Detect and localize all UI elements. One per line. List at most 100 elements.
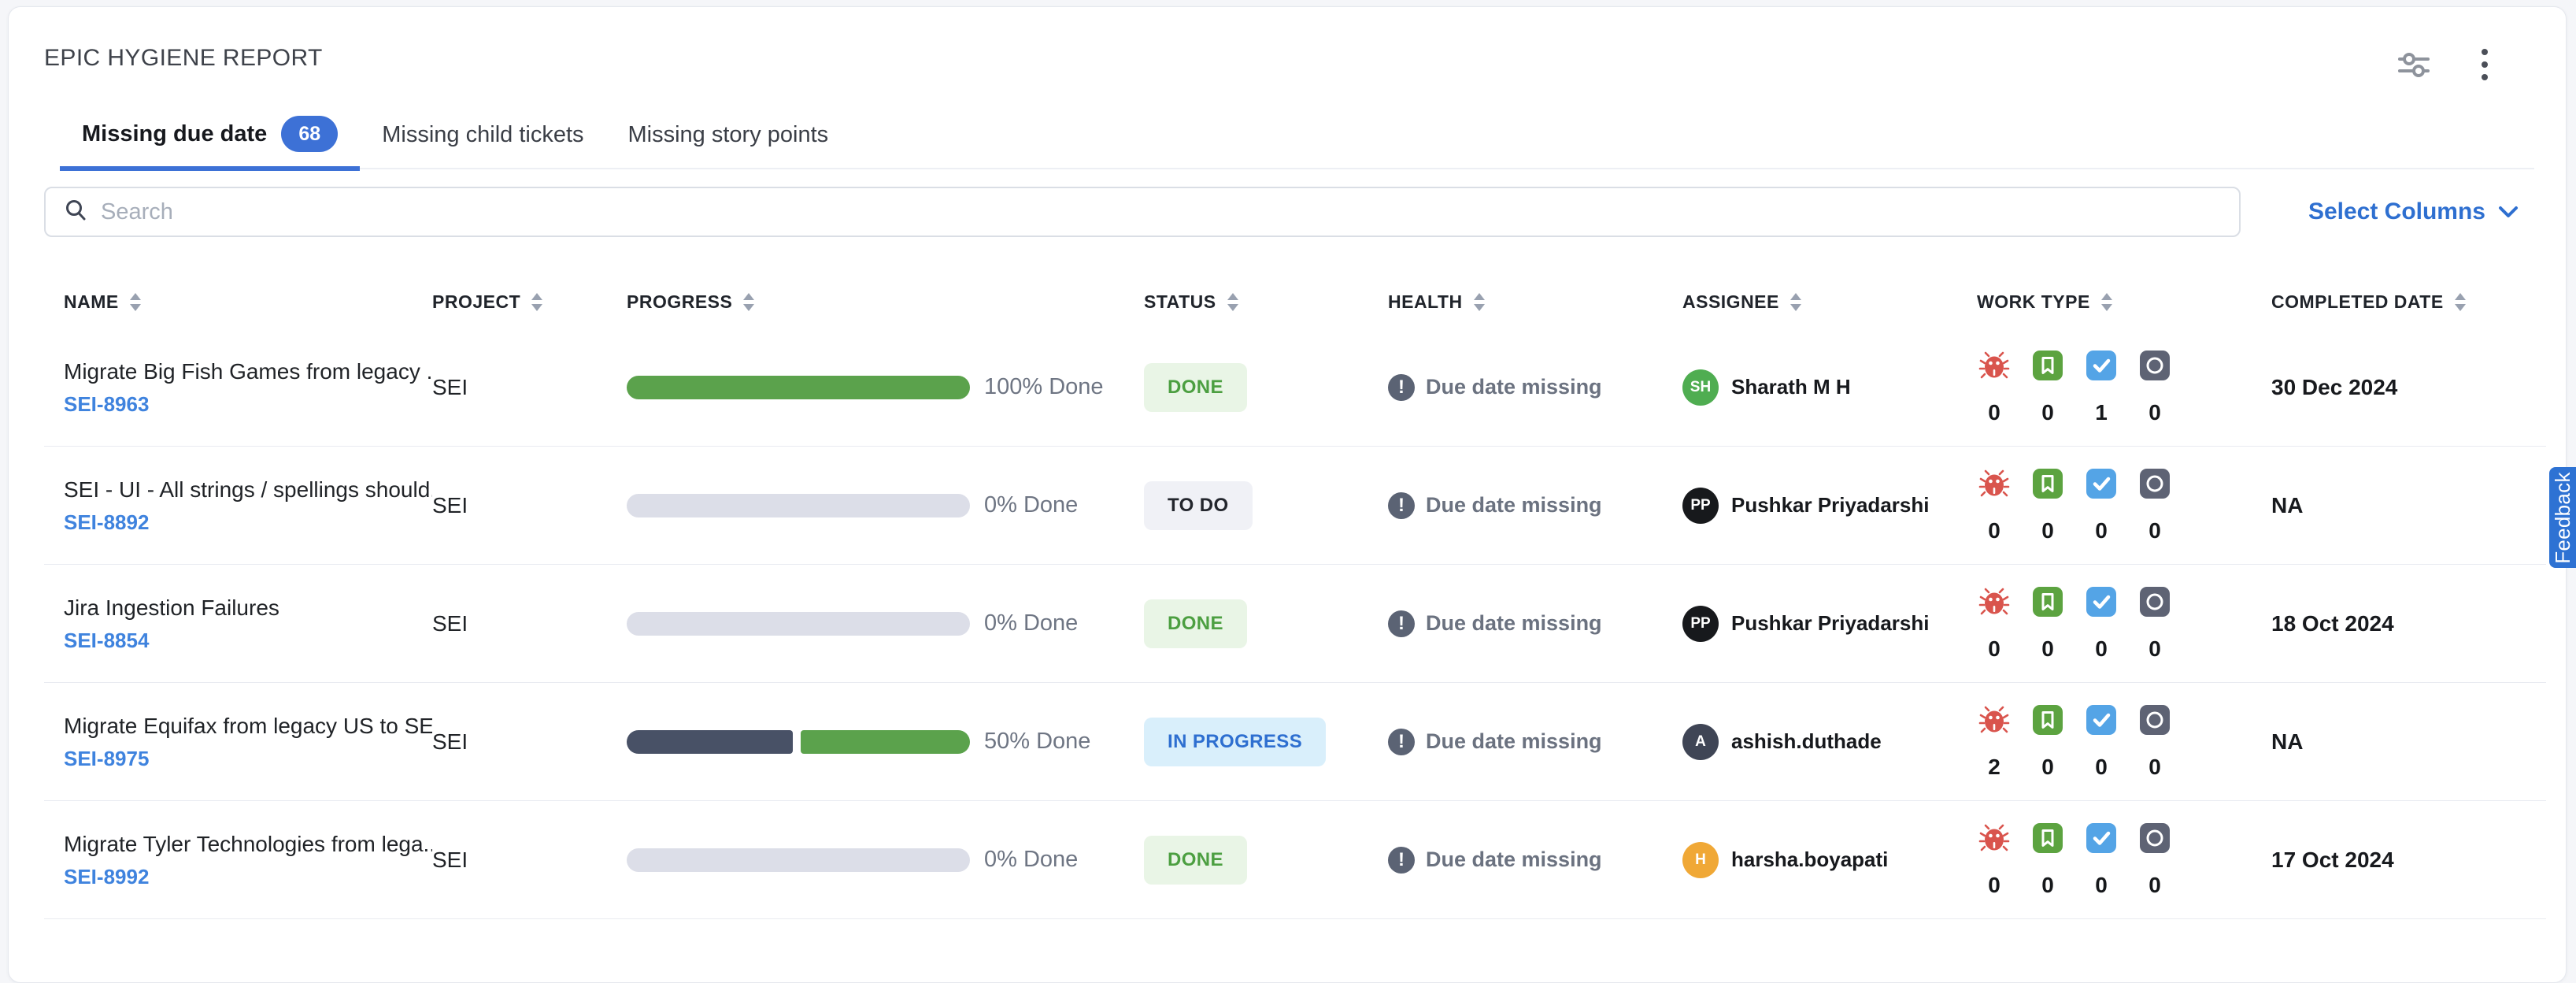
- progress-segment-green: [801, 729, 970, 754]
- search-input[interactable]: [101, 198, 2222, 225]
- avatar: PP: [1682, 487, 1719, 524]
- epic-table: NAME PROJECT PROGRESS STATUS HEALTH ASSI…: [44, 275, 2546, 919]
- column-header-completed-date[interactable]: COMPLETED DATE: [2271, 291, 2546, 313]
- sort-icon: [1790, 292, 1801, 311]
- report-card: EPIC HYGIENE REPORT Missing due date 68 …: [8, 6, 2567, 983]
- task-icon: [2086, 468, 2117, 499]
- sort-icon: [1473, 292, 1485, 311]
- tab-label: Missing story points: [627, 121, 829, 147]
- ticket-key-link[interactable]: SEI-8975: [64, 747, 150, 770]
- epic-count: 0: [2149, 517, 2161, 543]
- epic-icon: [2139, 468, 2171, 499]
- status-cell: DONE: [1144, 362, 1388, 412]
- status-badge: IN PROGRESS: [1144, 717, 1327, 766]
- epic-count: 0: [2149, 636, 2161, 661]
- select-columns-button[interactable]: Select Columns: [2308, 198, 2519, 225]
- work-type-epic: 0: [2137, 350, 2172, 425]
- column-header-assignee[interactable]: ASSIGNEE: [1682, 291, 1977, 313]
- work-type-bug: 0: [1977, 350, 2012, 425]
- ticket-title: SEI - UI - All strings / spellings shoul…: [64, 477, 432, 502]
- sort-icon: [2454, 292, 2466, 311]
- completed-date-cell: 18 Oct 2024: [2271, 610, 2394, 636]
- due-date-warning-icon: !: [1388, 846, 1415, 874]
- work-type-cell: 0 0 1: [1977, 350, 2271, 425]
- column-header-status[interactable]: STATUS: [1144, 291, 1388, 313]
- work-type-task: 0: [2084, 586, 2119, 662]
- task-count: 0: [2095, 636, 2108, 661]
- table-row[interactable]: Jira Ingestion Failures SEI-8854 SEI 0% …: [44, 565, 2546, 683]
- column-header-progress[interactable]: PROGRESS: [627, 291, 1144, 313]
- status-cell: DONE: [1144, 835, 1388, 885]
- tab-count-badge: 68: [281, 116, 339, 152]
- tab-label: Missing due date: [82, 121, 268, 147]
- completed-date-cell: NA: [2271, 729, 2304, 754]
- bug-icon: [1978, 822, 2010, 854]
- health-cell: ! Due date missing: [1388, 610, 1682, 637]
- status-cell: DONE: [1144, 599, 1388, 648]
- assignee-name: ashish.duthade: [1731, 729, 1882, 753]
- column-header-name[interactable]: NAME: [64, 291, 432, 313]
- epic-count: 0: [2149, 754, 2161, 779]
- work-type-epic: 0: [2137, 704, 2172, 780]
- table-row[interactable]: Migrate Equifax from legacy US to SE... …: [44, 683, 2546, 801]
- status-badge: TO DO: [1144, 480, 1253, 530]
- table-row[interactable]: SEI - UI - All strings / spellings shoul…: [44, 447, 2546, 565]
- feedback-tab[interactable]: Feedback: [2549, 467, 2576, 568]
- work-type-story: 0: [2030, 586, 2065, 662]
- avatar: A: [1682, 723, 1719, 760]
- ticket-title: Migrate Big Fish Games from legacy ...: [64, 359, 432, 384]
- assignee-cell: H harsha.boyapati: [1682, 841, 1977, 878]
- filter-sliders-icon[interactable]: [2396, 46, 2432, 83]
- task-icon: [2086, 350, 2117, 381]
- assignee-name: Sharath M H: [1731, 375, 1851, 399]
- search-icon: [63, 198, 88, 227]
- ticket-key-link[interactable]: SEI-8963: [64, 392, 150, 416]
- column-header-project[interactable]: PROJECT: [432, 291, 627, 313]
- health-cell: ! Due date missing: [1388, 846, 1682, 874]
- ticket-key-link[interactable]: SEI-8992: [64, 865, 150, 888]
- name-cell: Jira Ingestion Failures SEI-8854: [64, 594, 432, 653]
- ticket-key-link[interactable]: SEI-8892: [64, 510, 150, 534]
- health-cell: ! Due date missing: [1388, 492, 1682, 519]
- name-cell: Migrate Big Fish Games from legacy ... S…: [64, 358, 432, 417]
- status-cell: IN PROGRESS: [1144, 717, 1388, 766]
- table-row[interactable]: Migrate Big Fish Games from legacy ... S…: [44, 328, 2546, 447]
- sort-icon: [2100, 292, 2112, 311]
- column-header-health[interactable]: HEALTH: [1388, 291, 1682, 313]
- assignee-cell: PP Pushkar Priyadarshi: [1682, 487, 1977, 524]
- tab-missing-due-date[interactable]: Missing due date 68: [60, 102, 361, 171]
- work-type-story: 0: [2030, 468, 2065, 543]
- work-type-epic: 0: [2137, 586, 2172, 662]
- progress-bar: [627, 848, 970, 872]
- page-title: EPIC HYGIENE REPORT: [44, 45, 323, 71]
- feedback-label: Feedback: [2550, 471, 2574, 564]
- table-row[interactable]: Migrate Tyler Technologies from lega... …: [44, 801, 2546, 919]
- story-count: 0: [2041, 754, 2054, 779]
- work-type-task: 0: [2084, 822, 2119, 898]
- due-date-warning-icon: !: [1388, 728, 1415, 755]
- bug-count: 2: [1988, 754, 2000, 779]
- completed-date-cell: 30 Dec 2024: [2271, 374, 2398, 399]
- column-header-work-type[interactable]: WORK TYPE: [1977, 291, 2271, 313]
- health-cell: ! Due date missing: [1388, 728, 1682, 755]
- bug-icon: [1978, 468, 2010, 499]
- name-cell: Migrate Equifax from legacy US to SE... …: [64, 712, 432, 771]
- kebab-menu-icon[interactable]: [2467, 46, 2503, 83]
- table-header-row: NAME PROJECT PROGRESS STATUS HEALTH ASSI…: [44, 275, 2546, 328]
- health-label: Due date missing: [1426, 375, 1602, 399]
- tab-missing-story-points[interactable]: Missing story points: [606, 102, 851, 168]
- status-badge: DONE: [1144, 362, 1247, 412]
- avatar: H: [1682, 841, 1719, 878]
- assignee-name: Pushkar Priyadarshi: [1731, 493, 1930, 517]
- bug-icon: [1978, 350, 2010, 381]
- story-icon: [2032, 350, 2063, 381]
- project-cell: SEI: [432, 610, 468, 636]
- tab-missing-child-tickets[interactable]: Missing child tickets: [360, 102, 605, 168]
- ticket-key-link[interactable]: SEI-8854: [64, 629, 150, 652]
- progress-label: 100% Done: [984, 374, 1104, 399]
- work-type-task: 0: [2084, 704, 2119, 780]
- search-box: [44, 187, 2241, 237]
- sort-icon: [531, 292, 543, 311]
- work-type-bug: 0: [1977, 586, 2012, 662]
- sort-icon: [743, 292, 755, 311]
